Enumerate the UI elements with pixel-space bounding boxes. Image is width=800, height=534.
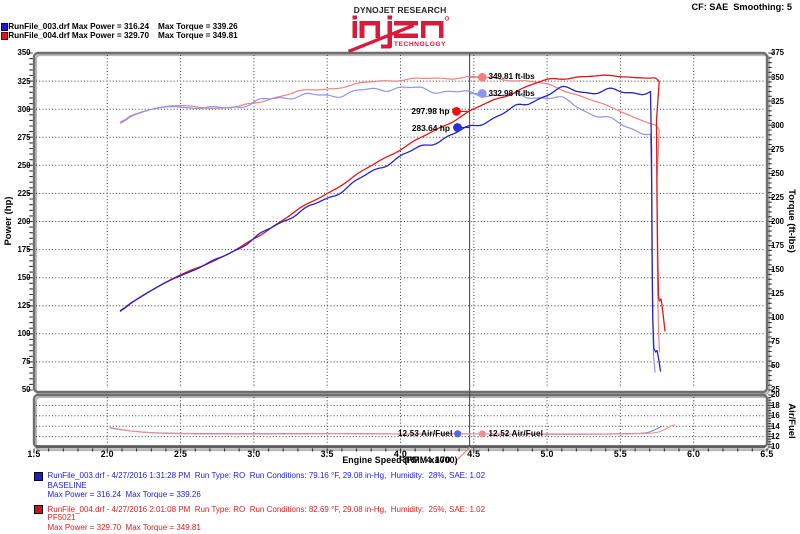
svg-text:TECHNOLOGY: TECHNOLOGY bbox=[394, 41, 446, 48]
